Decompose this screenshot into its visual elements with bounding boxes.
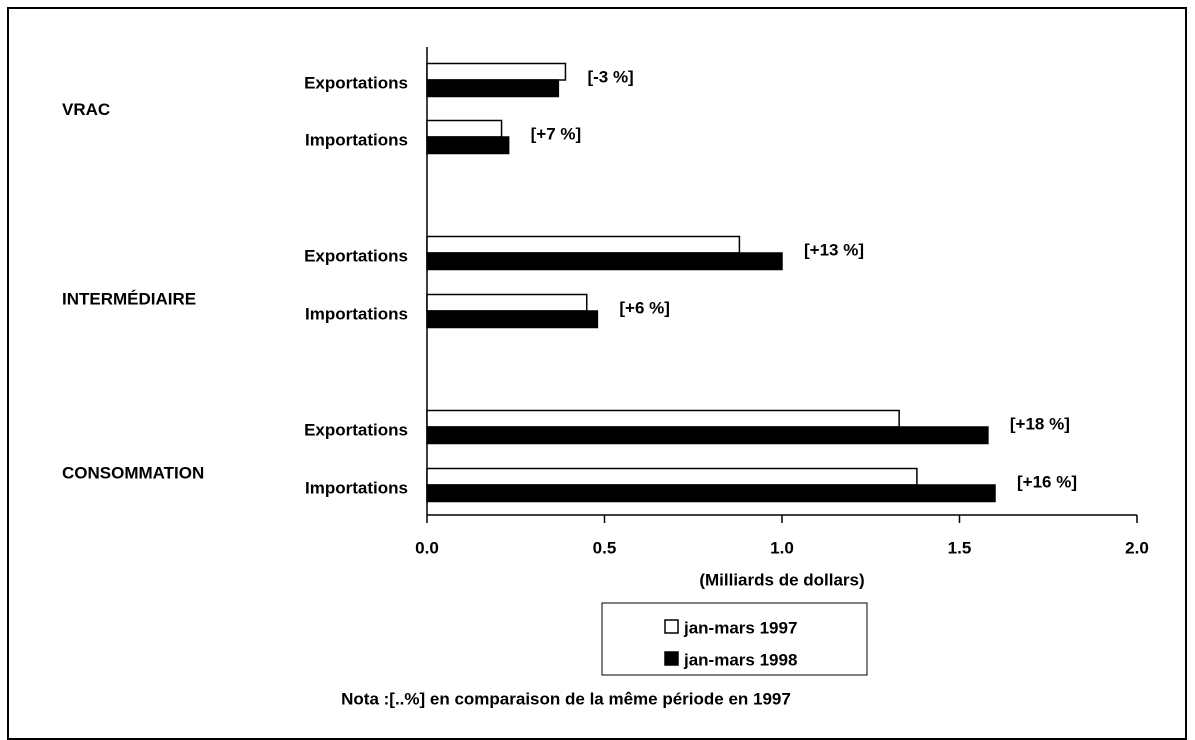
bar — [426, 79, 560, 98]
bar — [426, 293, 588, 312]
category-label: Exportations — [304, 420, 408, 439]
category-label: Importations — [305, 304, 408, 323]
bar — [426, 62, 567, 81]
legend-swatch — [664, 619, 679, 634]
bar-annotation: [+7 %] — [531, 124, 582, 143]
x-tick-label: 0.5 — [593, 538, 617, 557]
bar-annotation: [+18 %] — [1010, 414, 1070, 433]
bar — [426, 467, 918, 486]
bar — [426, 484, 996, 503]
bar — [426, 136, 510, 155]
x-tick-label: 0.0 — [415, 538, 439, 557]
bar-annotation: [+6 %] — [619, 298, 670, 317]
bar — [426, 252, 783, 271]
legend-label: jan-mars 1998 — [683, 650, 797, 669]
bar — [426, 310, 599, 329]
x-tick-label: 1.0 — [770, 538, 794, 557]
x-tick-label: 2.0 — [1125, 538, 1149, 557]
note: Nota :[..%] en comparaison de la même pé… — [341, 689, 791, 708]
category-label: Exportations — [304, 246, 408, 265]
bar-annotation: [+13 %] — [804, 240, 864, 259]
legend-label: jan-mars 1997 — [683, 618, 797, 637]
category-label: Importations — [305, 478, 408, 497]
frame — [7, 7, 1187, 740]
bar-annotation: [-3 %] — [587, 67, 633, 86]
legend-swatch — [664, 651, 679, 666]
bar — [426, 235, 741, 254]
bar — [426, 119, 503, 138]
x-axis-label: (Milliards de dollars) — [699, 570, 864, 589]
group-label: INTERMÉDIAIRE — [62, 289, 196, 308]
bar — [426, 426, 989, 445]
bar-annotation: [+16 %] — [1017, 472, 1077, 491]
x-tick-label: 1.5 — [948, 538, 972, 557]
bar — [426, 409, 900, 428]
group-label: VRAC — [62, 100, 110, 119]
category-label: Exportations — [304, 73, 408, 92]
group-label: CONSOMMATION — [62, 463, 204, 482]
legend-box — [601, 602, 868, 676]
category-label: Importations — [305, 130, 408, 149]
